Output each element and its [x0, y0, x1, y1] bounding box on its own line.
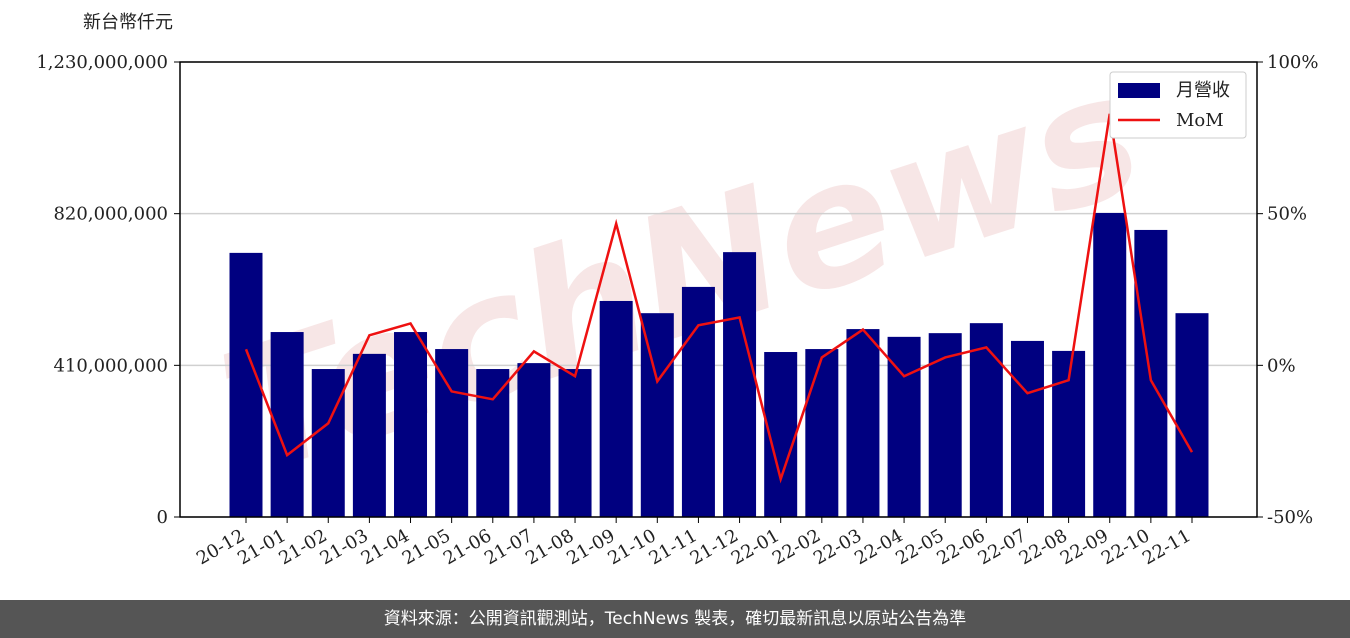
bar	[887, 336, 921, 517]
bar	[928, 333, 962, 517]
y-tick-label: 820,000,000	[53, 204, 168, 225]
bar	[1093, 212, 1127, 518]
bar	[476, 369, 510, 517]
y2-tick-label: 0%	[1267, 355, 1296, 376]
bar	[969, 323, 1003, 517]
legend-label: 月營收	[1176, 80, 1230, 101]
plot-frame	[179, 61, 1258, 518]
bar	[599, 300, 633, 517]
bar	[352, 353, 386, 517]
footer: 資料來源：公開資訊觀測站，TechNews 製表，確切最新訊息以原站公告為準	[0, 600, 1350, 638]
bar	[681, 286, 715, 517]
bar	[805, 349, 839, 517]
bar	[517, 363, 551, 517]
y2-tick-label: -50%	[1267, 507, 1313, 528]
line	[244, 113, 1194, 484]
bar	[311, 369, 345, 517]
bar	[640, 313, 674, 517]
y-tick-label: 1,230,000,000	[36, 52, 168, 73]
y-tick-label: 410,000,000	[53, 355, 168, 376]
legend-swatch	[1118, 83, 1160, 98]
bar	[723, 252, 757, 517]
bar	[1175, 313, 1209, 517]
y-tick-label: 0	[157, 507, 168, 528]
y-axis-label: 新台幣仟元	[83, 12, 173, 33]
bar	[435, 349, 469, 517]
bar	[846, 329, 880, 517]
legend-label: MoM	[1176, 110, 1224, 131]
chart: 新台幣仟元 TechNews 0410,000,000820,000,0001,…	[36, 12, 1318, 569]
bar	[229, 252, 263, 517]
bar	[394, 332, 428, 517]
y2-tick-label: 100%	[1267, 52, 1318, 73]
bar	[558, 369, 592, 517]
y2-tick-label: 50%	[1267, 204, 1307, 225]
x-tick-label: 22-11	[1139, 525, 1194, 569]
bar	[1010, 340, 1044, 517]
